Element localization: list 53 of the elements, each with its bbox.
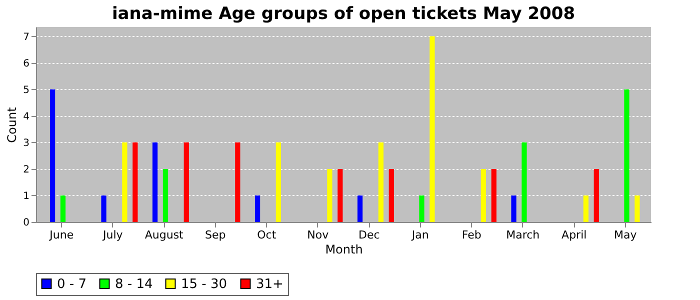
bar [132, 142, 138, 222]
x-tick-label: May [614, 228, 638, 242]
bar [522, 142, 527, 222]
bar [162, 168, 168, 222]
bar [254, 195, 260, 222]
bar [583, 195, 589, 222]
bar [50, 89, 56, 222]
y-tick-label: 3 [23, 138, 30, 149]
bar [122, 142, 128, 222]
y-tick-label: 0 [23, 218, 30, 228]
x-tick-label: March [506, 228, 540, 242]
bar [276, 142, 282, 222]
bar [357, 195, 363, 222]
y-tick-label: 7 [23, 32, 30, 43]
bar [152, 142, 158, 222]
x-tick-label: Feb [462, 228, 482, 242]
bar [388, 168, 394, 222]
x-tick-label: Jan [410, 228, 429, 242]
bar [378, 142, 384, 222]
y-tick-label: 1 [23, 190, 30, 202]
bar [60, 195, 66, 222]
y-tick-label: 4 [23, 111, 30, 122]
bar [511, 195, 516, 222]
bar [327, 168, 332, 222]
chart-title: iana-mime Age groups of open tickets May 2008 [112, 4, 576, 24]
bar [624, 89, 630, 222]
bar [491, 168, 496, 222]
y-tick-label: 6 [23, 58, 30, 70]
bar [235, 142, 240, 222]
x-tick-label: Nov [307, 228, 330, 242]
bar [594, 168, 599, 222]
legend-label: 15 - 30 [181, 276, 228, 292]
x-tick-label: August [144, 228, 184, 242]
y-axis-title: Count [5, 106, 20, 143]
legend-label: 31+ [256, 276, 284, 292]
x-tick-label: June [48, 228, 74, 242]
bar [480, 168, 486, 222]
legend-label: 8 - 14 [115, 276, 153, 292]
bar [634, 195, 640, 222]
bar [101, 195, 106, 222]
x-tick-label: Sep [205, 228, 226, 242]
x-tick-label: July [102, 228, 124, 242]
x-tick-label: April [562, 228, 587, 242]
x-tick-label: Oct [257, 228, 277, 242]
x-axis-title: Month [325, 242, 363, 256]
y-tick-label: 5 [23, 84, 30, 96]
legend-label: 0 - 7 [57, 276, 86, 292]
y-tick-label: 2 [23, 164, 30, 176]
bar [430, 36, 435, 222]
bar [338, 168, 343, 222]
bar [184, 142, 189, 222]
bar [419, 195, 424, 222]
x-tick-label: Dec [358, 228, 380, 242]
